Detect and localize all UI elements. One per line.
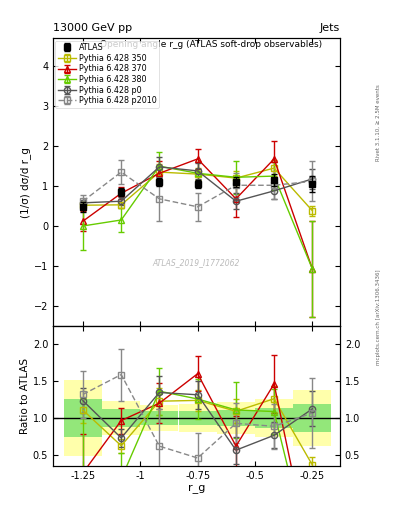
Legend: ATLAS, Pythia 6.428 350, Pythia 6.428 370, Pythia 6.428 380, Pythia 6.428 p0, Py: ATLAS, Pythia 6.428 350, Pythia 6.428 37… — [55, 41, 159, 108]
Y-axis label: Ratio to ATLAS: Ratio to ATLAS — [20, 358, 30, 434]
Bar — [102, 409, 140, 426]
Bar — [64, 399, 102, 437]
Bar — [64, 380, 102, 456]
Bar — [255, 399, 293, 437]
Bar — [102, 400, 140, 435]
Bar — [178, 411, 217, 425]
Y-axis label: (1/σ) dσ/d r_g: (1/σ) dσ/d r_g — [20, 146, 31, 218]
Title: Opening angle r_g (ATLAS soft-drop observables): Opening angle r_g (ATLAS soft-drop obser… — [100, 40, 322, 49]
Text: mcplots.cern.ch [arXiv:1306.3436]: mcplots.cern.ch [arXiv:1306.3436] — [376, 270, 380, 365]
Bar — [178, 404, 217, 432]
X-axis label: r_g: r_g — [188, 483, 205, 494]
Bar — [217, 402, 255, 434]
Text: 13000 GeV pp: 13000 GeV pp — [53, 23, 132, 33]
Bar — [140, 411, 178, 424]
Text: Rivet 3.1.10, ≥ 2.5M events: Rivet 3.1.10, ≥ 2.5M events — [376, 84, 380, 161]
Bar — [140, 404, 178, 432]
Bar — [293, 404, 331, 432]
Text: ATLAS_2019_I1772062: ATLAS_2019_I1772062 — [153, 258, 240, 267]
Bar — [293, 390, 331, 446]
Bar — [217, 410, 255, 426]
Bar — [255, 409, 293, 428]
Text: Jets: Jets — [320, 23, 340, 33]
